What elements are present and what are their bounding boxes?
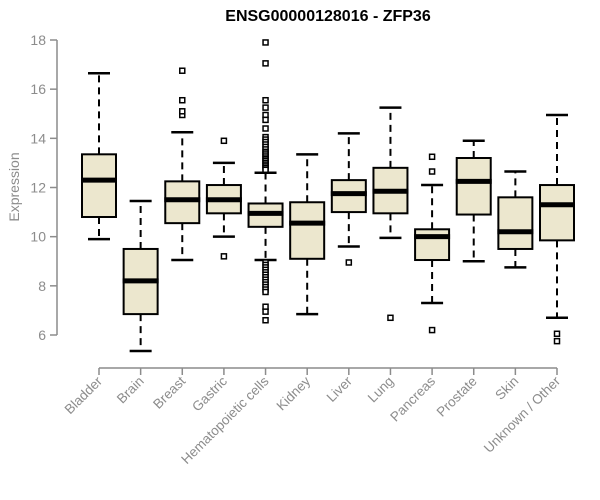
iqr-box bbox=[539, 184, 575, 242]
outlier-marker bbox=[387, 314, 394, 322]
outlier-marker bbox=[262, 96, 269, 104]
outlier-marker bbox=[220, 253, 228, 260]
iqr-box bbox=[289, 201, 326, 260]
y-tick-label: 6 bbox=[38, 327, 46, 343]
iqr-box bbox=[81, 153, 117, 218]
outlier-marker bbox=[428, 326, 436, 334]
y-tick-label: 14 bbox=[30, 130, 46, 146]
x-category-label: Breast bbox=[150, 373, 188, 411]
x-category-label: Kidney bbox=[274, 373, 314, 413]
box-skin bbox=[497, 170, 534, 269]
box-breast bbox=[164, 67, 201, 262]
box-unknown-other bbox=[539, 113, 575, 345]
x-category-label: Gastric bbox=[189, 373, 230, 414]
y-tick-label: 18 bbox=[30, 32, 46, 48]
y-tick-label: 10 bbox=[30, 229, 46, 245]
outlier-marker bbox=[553, 330, 561, 338]
iqr-box bbox=[497, 196, 534, 250]
outlier-marker bbox=[262, 60, 269, 67]
y-tick-label: 12 bbox=[30, 180, 46, 196]
x-category-label: Bladder bbox=[62, 373, 106, 417]
box-prostate bbox=[455, 139, 492, 263]
x-category-label: Brain bbox=[114, 374, 147, 407]
iqr-box bbox=[414, 228, 451, 262]
outlier-marker bbox=[179, 67, 186, 74]
outlier-marker bbox=[345, 259, 353, 266]
x-category-label: Skin bbox=[492, 374, 521, 403]
box-bladder bbox=[81, 71, 117, 241]
x-category-label: Liver bbox=[324, 373, 356, 405]
chart-title: ENSG00000128016 - ZFP36 bbox=[225, 8, 431, 25]
outlier-marker bbox=[262, 104, 269, 111]
outlier-marker bbox=[428, 153, 436, 161]
outlier-marker bbox=[553, 337, 561, 345]
outlier-marker bbox=[262, 317, 269, 324]
outlier-marker bbox=[262, 288, 269, 296]
x-category-label: Lung bbox=[365, 374, 397, 406]
y-tick-label: 8 bbox=[38, 278, 46, 294]
outlier-marker bbox=[428, 168, 436, 175]
iqr-box bbox=[455, 157, 492, 216]
outlier-marker bbox=[262, 116, 269, 124]
outlier-marker bbox=[262, 308, 269, 315]
outlier-marker bbox=[262, 166, 269, 174]
outlier-marker bbox=[220, 137, 228, 145]
x-category-label: Pancreas bbox=[387, 373, 438, 424]
box-hematopoietic-cells bbox=[247, 39, 284, 324]
box-lung bbox=[372, 106, 409, 322]
x-category-label: Unknown / Other bbox=[481, 373, 564, 456]
box-liver bbox=[330, 132, 367, 266]
y-axis: 6 8 10 12 14 16 18 bbox=[30, 32, 58, 343]
outlier-marker bbox=[262, 125, 269, 132]
outlier-marker bbox=[179, 108, 186, 115]
outlier-marker bbox=[179, 96, 186, 104]
x-category-label: Prostate bbox=[434, 374, 480, 420]
outlier-marker bbox=[262, 39, 269, 46]
box-brain bbox=[122, 199, 159, 353]
box-pancreas bbox=[414, 153, 451, 334]
box-kidney bbox=[289, 153, 326, 316]
box-gastric bbox=[205, 137, 242, 260]
y-tick-label: 16 bbox=[30, 81, 46, 97]
